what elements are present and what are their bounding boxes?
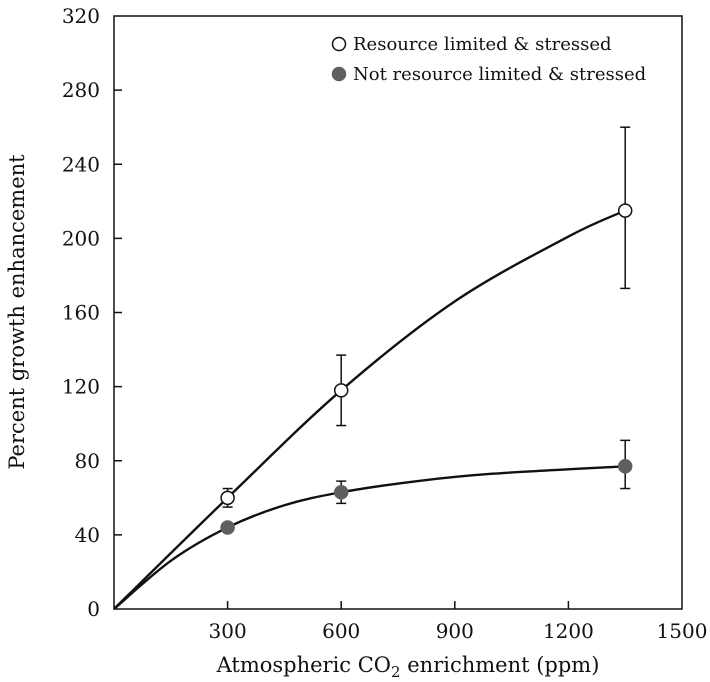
y-tick-label: 320 — [62, 4, 100, 28]
y-tick-label: 240 — [62, 152, 100, 176]
y-tick-label: 280 — [62, 78, 100, 102]
y-tick-label: 80 — [75, 449, 100, 473]
legend-label-2: Not resource limited & stressed — [353, 64, 646, 85]
y-axis-label: Percent growth enhancement — [5, 154, 29, 470]
x-axis-label-rest: enrichment (ppm) — [401, 653, 600, 677]
legend-label-1: Resource limited & stressed — [353, 34, 612, 55]
x-tick-label: 900 — [436, 619, 474, 643]
series-1-point — [617, 203, 633, 218]
x-tick-label: 300 — [209, 619, 247, 643]
y-tick-label: 160 — [62, 301, 100, 325]
y-tick-label: 40 — [75, 523, 100, 547]
series-2-curve — [113, 465, 626, 610]
series-2-point — [333, 485, 349, 500]
x-tick-label: 1200 — [543, 619, 594, 643]
series-1-curve — [113, 209, 626, 610]
x-axis-label-main: Atmospheric CO — [216, 653, 391, 677]
x-axis-label-subscript: 2 — [391, 663, 401, 681]
series-2-point — [220, 520, 235, 535]
legend-marker-2 — [331, 66, 347, 82]
y-tick-label: 0 — [87, 597, 100, 621]
series-1-point — [220, 490, 235, 506]
x-tick-label: 1500 — [657, 619, 708, 643]
plot-area-frame — [113, 15, 683, 610]
series-1-point — [333, 383, 349, 398]
series-2-point — [617, 459, 633, 474]
legend-marker-1 — [331, 36, 347, 52]
y-tick-label: 120 — [62, 375, 100, 399]
x-tick-label: 600 — [322, 619, 360, 643]
x-axis-label: Atmospheric CO2 enrichment (ppm) — [216, 653, 600, 681]
y-tick-label: 200 — [62, 226, 100, 250]
